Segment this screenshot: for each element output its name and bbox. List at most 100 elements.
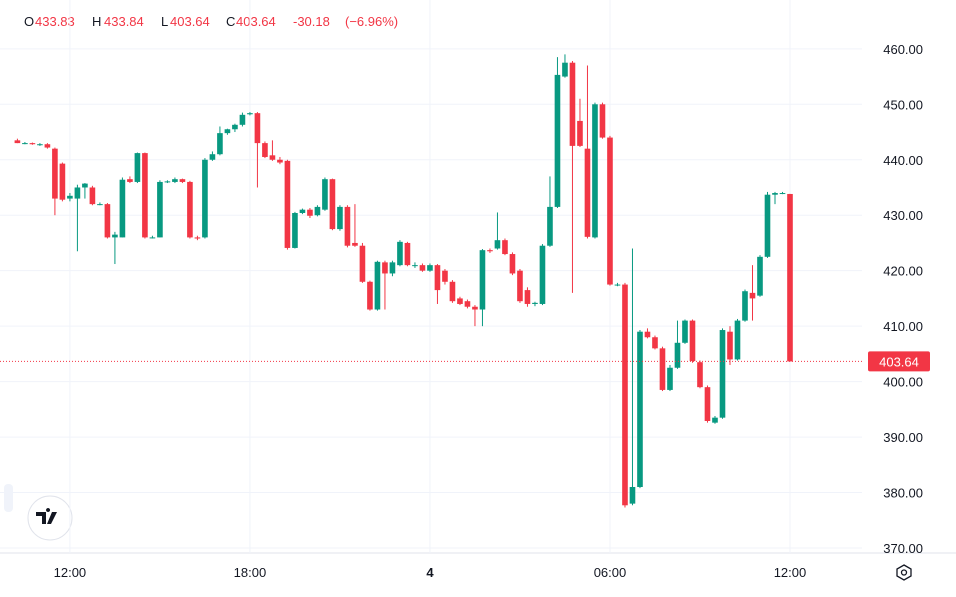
candle-body [44,144,51,148]
candle-body [787,193,793,362]
candle-body [299,209,306,214]
candle-body [704,387,711,421]
candle-body [547,206,553,246]
candle-body [22,143,28,145]
candle-body [329,179,336,230]
candle-body [149,237,156,239]
candle-body [764,194,771,257]
x-tick-label: 12:00 [54,565,87,580]
candle-body [749,292,756,299]
legend-high: 433.84 [104,14,144,29]
candle-body [67,195,73,199]
legend-open-label: O [24,14,34,29]
candle-body [772,193,778,195]
settings-button[interactable] [896,564,912,581]
candle-body [599,104,606,138]
candle-body [494,240,501,249]
candle-body [397,241,403,266]
candle-body [127,179,133,182]
candle-body [584,148,591,237]
y-tick-label: 370.00 [883,541,923,556]
candle-body [562,62,568,77]
candle-body [712,417,718,423]
candle-body [644,331,651,338]
candle-body [779,193,786,195]
candle-body [637,331,643,487]
candle-body [217,133,223,155]
y-tick-label: 460.00 [883,42,923,57]
candle-body [74,187,81,199]
candle-body [307,209,313,216]
candle-body [569,62,576,146]
candle-body [682,320,688,343]
candle-body [449,281,456,302]
side-toggle[interactable] [4,484,13,512]
candle-body [194,237,201,239]
candle-body [269,155,276,160]
candle-body [29,143,36,145]
candle-body [742,291,748,321]
candle-body [292,213,298,248]
legend-change-pct: (−6.96%) [345,14,398,29]
y-tick-label: 430.00 [883,208,923,223]
candle-body [359,245,366,282]
candle-body [209,154,216,160]
y-tick-label: 400.00 [883,375,923,390]
candle-body [322,179,328,210]
x-tick-label: 4 [426,565,434,580]
candle-body [284,160,291,248]
last-price-badge [868,351,930,372]
legend-close-label: C [226,14,235,29]
candle-body [629,486,636,504]
candle-body [517,270,523,302]
x-tick-label: 18:00 [234,565,267,580]
candle-body [179,179,186,182]
candle-body [89,187,96,205]
candle-body [404,242,411,266]
candle-body [652,337,658,349]
candle-body [224,129,231,134]
candle-body [697,362,703,388]
candle-body [52,148,58,199]
y-tick-label: 450.00 [883,97,923,112]
candle-body [607,137,613,285]
candle-body [734,320,741,360]
candle-body [554,74,561,207]
legend-high-label: H [92,14,101,29]
legend-close: 403.64 [236,14,276,29]
candle-body [659,348,666,390]
candle-body [157,181,163,238]
candle-body [277,159,283,163]
candle-body [412,265,418,267]
candle-body [164,181,171,183]
candle-body [97,204,103,206]
candle-body [119,179,126,238]
y-tick-label: 420.00 [883,264,923,279]
candle-body [487,250,493,252]
candle-body [314,206,321,216]
x-tick-label: 06:00 [594,565,627,580]
candle-body [14,140,21,144]
candle-body [172,179,178,182]
candle-body [202,159,208,238]
y-tick-label: 380.00 [883,486,923,501]
plot [0,0,862,553]
candle-body [344,206,351,246]
candle-body [382,262,388,274]
candle-body [674,342,681,368]
candle-body [577,120,583,146]
candle-body [142,153,148,238]
candle-body [667,367,673,390]
candle-body [112,234,118,238]
candle-body [367,281,373,310]
candle-body [524,290,531,304]
candle-body [689,320,696,362]
candle-body [37,144,43,146]
candle-body [389,262,396,274]
candle-body [727,331,733,360]
candle-body [434,265,441,291]
candle-body [457,298,463,304]
candle-body [472,306,478,310]
y-tick-label: 390.00 [883,430,923,445]
y-tick-label: 440.00 [883,153,923,168]
